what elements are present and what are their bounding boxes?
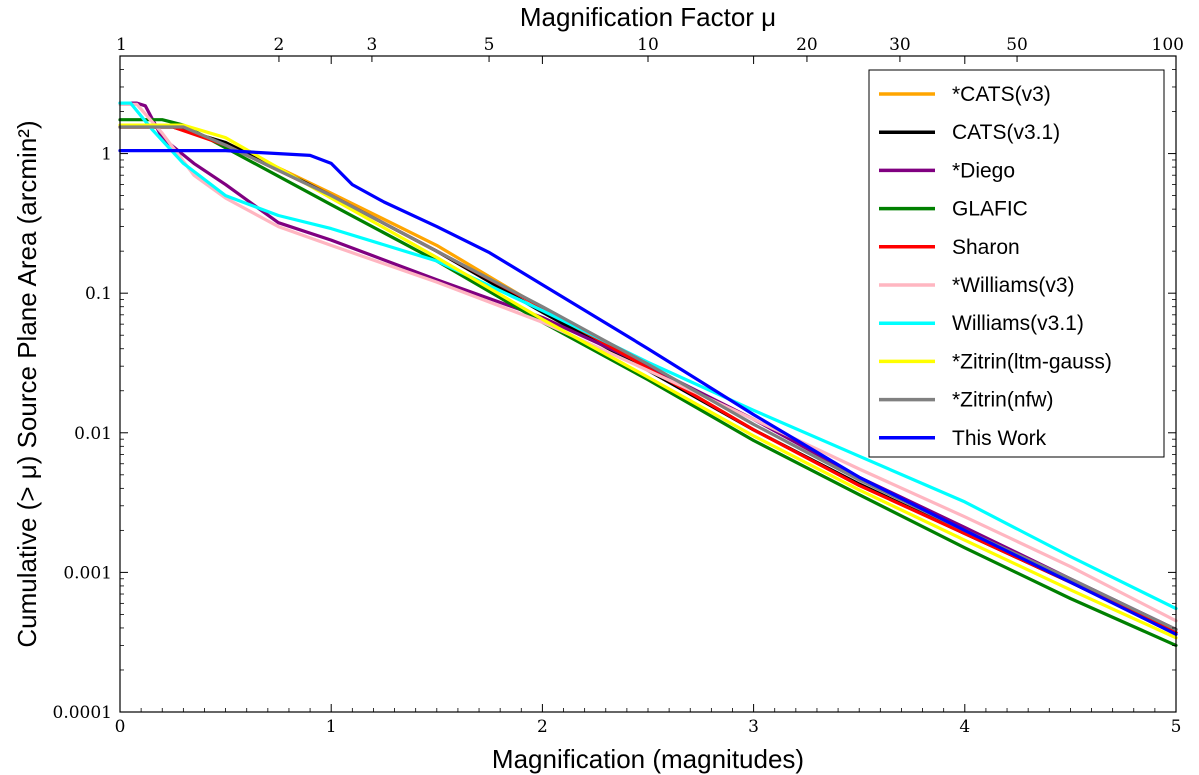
- y-tick-label-3: 0.1: [85, 284, 112, 304]
- series-line-7: [118, 123, 1178, 640]
- series-line-6: [118, 101, 1178, 611]
- x-tick-label-1: 1: [326, 717, 337, 737]
- y-tick-label-2: 0.01: [74, 424, 112, 444]
- legend-label-4: Sharon: [952, 236, 1020, 259]
- series-line-5: [118, 102, 1178, 623]
- top-tick-label-3: 5: [484, 35, 495, 55]
- legend-label-2: *Diego: [952, 159, 1015, 182]
- legend: *CATS(v3) CATS(v3.1) *Diego GLAFIC Sharon *Wi…: [868, 69, 1165, 458]
- top-tick-label-5: 20: [796, 35, 818, 55]
- y-tick-label-0: 0.0001: [53, 703, 112, 723]
- x-tick-label-2: 2: [537, 717, 548, 737]
- top-tick-label-7: 50: [1006, 35, 1028, 55]
- legend-label-7: *Zitrin(ltm-gauss): [952, 350, 1112, 373]
- y-axis-title: Cumulative (> μ) Source Plane Area (arcm…: [12, 120, 42, 647]
- legend-label-3: GLAFIC: [952, 198, 1028, 221]
- legend-label-0: *CATS(v3): [952, 83, 1051, 106]
- x-tick-label-3: 3: [748, 717, 759, 737]
- series-layer: [118, 101, 1178, 647]
- legend-label-5: *Williams(v3): [952, 274, 1075, 297]
- legend-label-8: *Zitrin(nfw): [952, 389, 1054, 412]
- legend-label-9: This Work: [952, 427, 1047, 450]
- y-tick-label-1: 0.001: [63, 563, 112, 583]
- x-tick-label-5: 5: [1171, 717, 1182, 737]
- top-axis-title: Magnification Factor μ: [520, 2, 776, 32]
- top-tick-label-2: 3: [367, 35, 378, 55]
- ticks-layer: 0 1 2 3 4 5 1 2 3 5 10 20 30 50 100 0.0001 0.001 0.01 0.1 1: [53, 35, 1184, 737]
- x-axis-title: Magnification (magnitudes): [492, 744, 804, 774]
- top-tick-label-6: 30: [889, 35, 911, 55]
- legend-label-1: CATS(v3.1): [952, 121, 1060, 144]
- x-tick-label-4: 4: [959, 717, 970, 737]
- legend-label-6: Williams(v3.1): [952, 312, 1084, 335]
- y-tick-label-4: 1: [101, 145, 112, 165]
- top-tick-label-1: 2: [274, 35, 285, 55]
- top-tick-label-4: 10: [637, 35, 659, 55]
- series-line-9: [118, 149, 1178, 636]
- top-tick-label-0: 1: [116, 35, 127, 55]
- legend-box: [868, 69, 1165, 458]
- top-tick-label-8: 100: [1152, 35, 1184, 55]
- x-tick-label-0: 0: [115, 717, 126, 737]
